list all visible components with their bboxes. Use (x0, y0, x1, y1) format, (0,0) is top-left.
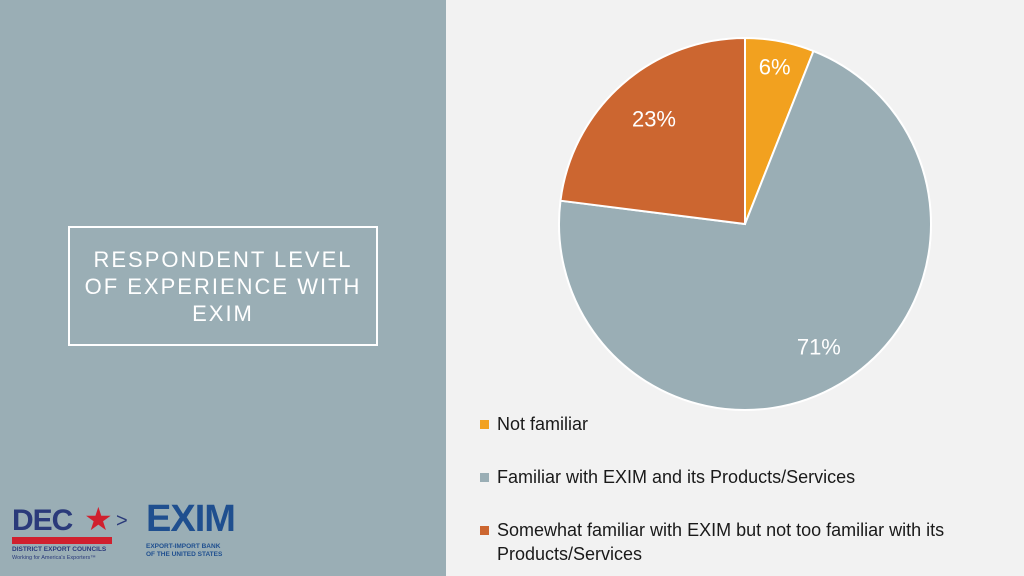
legend-swatch (480, 473, 489, 482)
exim-logo-name-line2: OF THE UNITED STATES (146, 551, 223, 558)
exim-logo: EXIM EXPORT-IMPORT BANK OF THE UNITED ST… (146, 498, 252, 566)
dec-logo-band (12, 537, 112, 544)
exim-logo-name-line1: EXPORT-IMPORT BANK (146, 543, 221, 550)
legend-swatch (480, 526, 489, 535)
slide-title: RESPONDENT LEVEL OF EXPERIENCE WITH EXIM (84, 246, 362, 326)
title-box: RESPONDENT LEVEL OF EXPERIENCE WITH EXIM (68, 226, 378, 346)
data-label-2: 71% (797, 335, 841, 360)
dec-logo: DEC ★ > DISTRICT EXPORT COUNCILS Working… (12, 500, 134, 566)
pie-slice-2 (558, 49, 932, 411)
legend-item-somewhat-familiar: Somewhat familiar with EXIM but not too … (480, 518, 1000, 566)
pie-slice-3 (559, 36, 746, 226)
logos: DEC ★ > DISTRICT EXPORT COUNCILS Working… (12, 498, 252, 566)
title-panel: RESPONDENT LEVEL OF EXPERIENCE WITH EXIM… (0, 0, 446, 576)
pie-chart: 6% 71% 23% (558, 36, 932, 411)
data-label-1: 6% (759, 55, 791, 80)
star-icon: ★ (84, 501, 113, 537)
arrow-right-icon: > (116, 510, 128, 532)
data-label-3: 23% (632, 107, 676, 132)
dec-logo-letters: DEC (12, 504, 73, 537)
dec-logo-name: DISTRICT EXPORT COUNCILS (12, 546, 107, 553)
dec-logo-tagline: Working for America's Exporters™ (12, 555, 96, 561)
legend-label: Familiar with EXIM and its Products/Serv… (497, 467, 856, 487)
legend-label: Not familiar (497, 414, 589, 434)
exim-logo-letters: EXIM (146, 498, 236, 540)
exim-logo-name: EXPORT-IMPORT BANK OF THE UNITED STATES (146, 543, 222, 559)
legend-item-not-familiar: Not familiar (480, 412, 588, 436)
legend-swatch (480, 420, 489, 429)
legend-item-familiar: Familiar with EXIM and its Products/Serv… (480, 465, 855, 489)
legend-label: Somewhat familiar with EXIM but not too … (497, 520, 945, 564)
